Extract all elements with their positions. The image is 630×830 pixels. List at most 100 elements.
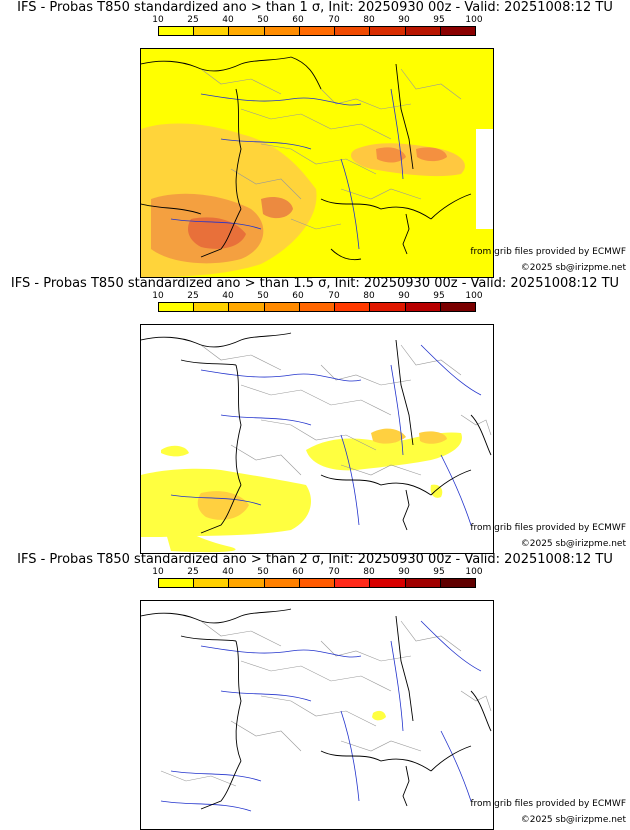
colorbar-tick: 50 [257, 291, 269, 301]
panel-title: IFS - Probas T850 standardized ano > tha… [17, 552, 613, 567]
colorbar-tick: 80 [363, 291, 375, 301]
colorbar-segment [299, 27, 336, 35]
colorbar [158, 26, 476, 36]
colorbar-segment [159, 27, 195, 35]
prob-area-deep [376, 147, 406, 163]
colorbar-tick: 40 [222, 291, 234, 301]
colorbar-segment [370, 27, 406, 35]
colorbar-tick: 95 [433, 291, 445, 301]
colorbar-tick: 100 [465, 567, 483, 577]
colorbar-segment [370, 579, 406, 587]
colorbar-tick: 10 [152, 567, 164, 577]
prob-area-yellow [161, 445, 189, 457]
colorbar-segment [370, 303, 406, 311]
colorbar-tick: 40 [222, 567, 234, 577]
colorbar [158, 578, 476, 588]
colorbar-tick: 50 [257, 567, 269, 577]
prob-area-deep [188, 217, 246, 249]
colorbar-segment [440, 27, 475, 35]
colorbar-tick: 70 [328, 567, 340, 577]
admin-borders [160, 620, 492, 787]
colorbar-ticks: 10 25 40 50 60 70 80 90 95 100 [152, 567, 482, 577]
colorbar-tick: 50 [257, 15, 269, 25]
colorbar-tick: 60 [292, 291, 304, 301]
colorbar-ticks: 10 25 40 50 60 70 80 90 95 100 [152, 15, 482, 25]
admin-borders [200, 68, 462, 230]
coastline [141, 56, 472, 261]
rivers [160, 620, 482, 812]
colorbar-tick: 80 [363, 15, 375, 25]
colorbar-segment [229, 579, 265, 587]
colorbar-tick: 10 [152, 291, 164, 301]
map-panel-2sigma: IFS - Probas T850 standardized ano > tha… [0, 552, 630, 830]
prob-area-yellow [161, 515, 236, 553]
colorbar-tick: 25 [187, 567, 199, 577]
credit-source: from grib files provided by ECMWF [470, 799, 626, 809]
colorbar-segment [264, 579, 300, 587]
map-svg [141, 608, 492, 812]
colorbar-tick: 90 [398, 15, 410, 25]
colorbar-segment [229, 303, 265, 311]
colorbar-tick: 90 [398, 291, 410, 301]
map-svg [141, 49, 493, 277]
colorbar-tick: 95 [433, 567, 445, 577]
colorbar-segment [335, 303, 371, 311]
credit-source: from grib files provided by ECMWF [470, 247, 626, 257]
colorbar-segment [159, 303, 195, 311]
prob-area-orange [371, 428, 406, 444]
colorbar-segment [405, 579, 441, 587]
panel-title: IFS - Probas T850 standardized ano > tha… [10, 276, 620, 291]
probability-map [140, 324, 494, 554]
map-svg [141, 332, 492, 553]
colorbar-segment [440, 579, 475, 587]
credit-copyright: ©2025 sb@irizpme.net [520, 539, 626, 549]
colorbar-segment [264, 303, 300, 311]
colorbar-segment [299, 579, 336, 587]
colorbar-tick: 40 [222, 15, 234, 25]
colorbar-tick: 80 [363, 567, 375, 577]
colorbar-segment [335, 27, 371, 35]
map-panel-1sigma: IFS - Probas T850 standardized ano > tha… [0, 0, 630, 278]
colorbar-tick: 70 [328, 15, 340, 25]
colorbar-segment [229, 27, 265, 35]
colorbar-segment [194, 303, 230, 311]
colorbar-segment [405, 27, 441, 35]
credit-copyright: ©2025 sb@irizpme.net [520, 263, 626, 273]
prob-area-deep [416, 147, 447, 162]
colorbar-segment [194, 27, 230, 35]
no-data-area [476, 129, 493, 229]
coastline [141, 608, 492, 810]
admin-borders [200, 344, 492, 476]
colorbar-tick: 60 [292, 567, 304, 577]
prob-area-yellow [372, 710, 386, 721]
map-panel-1-5sigma: IFS - Probas T850 standardized ano > tha… [0, 276, 630, 554]
colorbar-segment [335, 579, 371, 587]
credit-copyright: ©2025 sb@irizpme.net [520, 815, 626, 825]
colorbar-segment [299, 303, 336, 311]
colorbar-segment [264, 27, 300, 35]
colorbar-tick: 25 [187, 291, 199, 301]
colorbar-tick: 60 [292, 15, 304, 25]
probability-map [140, 600, 494, 830]
colorbar-segment [159, 579, 195, 587]
prob-area-deep [261, 197, 293, 219]
colorbar-tick: 95 [433, 15, 445, 25]
colorbar-segment [194, 579, 230, 587]
colorbar-tick: 100 [465, 291, 483, 301]
colorbar-ticks: 10 25 40 50 60 70 80 90 95 100 [152, 291, 482, 301]
colorbar-tick: 10 [152, 15, 164, 25]
coastline [141, 332, 492, 534]
prob-area-orange [419, 431, 447, 444]
colorbar-tick: 90 [398, 567, 410, 577]
colorbar-tick: 100 [465, 15, 483, 25]
colorbar-segment [440, 303, 475, 311]
credit-source: from grib files provided by ECMWF [470, 523, 626, 533]
colorbar-tick: 25 [187, 15, 199, 25]
panel-title: IFS - Probas T850 standardized ano > tha… [17, 0, 613, 15]
colorbar-tick: 70 [328, 291, 340, 301]
colorbar [158, 302, 476, 312]
probability-map [140, 48, 494, 278]
rivers [170, 88, 404, 250]
colorbar-segment [405, 303, 441, 311]
rivers [170, 344, 482, 526]
